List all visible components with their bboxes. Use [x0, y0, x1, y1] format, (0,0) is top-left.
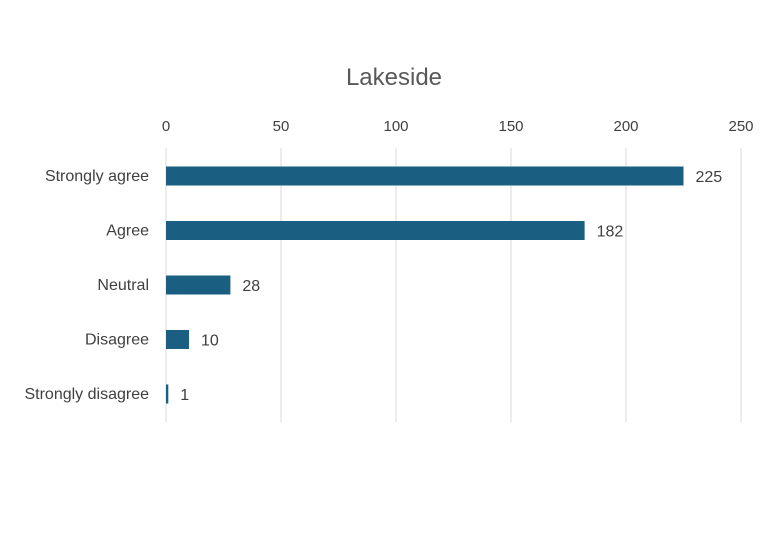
- x-tick-label: 0: [162, 118, 170, 135]
- bar: [166, 221, 585, 240]
- data-label: 225: [696, 169, 723, 186]
- category-label: Strongly agree: [45, 168, 149, 185]
- x-axis-ticks: 0 50 100 150 200 250: [162, 118, 754, 135]
- data-label: 182: [597, 224, 624, 241]
- data-label: 28: [242, 278, 260, 295]
- data-label: 1: [180, 387, 189, 404]
- category-labels: Strongly agree Agree Neutral Disagree Strong…: [24, 168, 149, 403]
- data-label: 10: [201, 333, 219, 350]
- x-tick-label: 250: [728, 118, 753, 135]
- bars: [166, 166, 684, 404]
- x-tick-label: 150: [498, 118, 523, 135]
- bar: [166, 166, 684, 186]
- category-label: Disagree: [85, 332, 149, 349]
- bar: [166, 330, 189, 349]
- gridlines: [165, 148, 742, 422]
- chart-title: Lakeside: [345, 64, 443, 91]
- category-label: Neutral: [97, 277, 149, 294]
- bar: [166, 275, 231, 295]
- x-tick-label: 100: [383, 118, 408, 135]
- data-labels: 225 182 28 10 1: [180, 169, 722, 404]
- category-label: Agree: [106, 223, 149, 240]
- x-tick-label: 50: [273, 118, 290, 135]
- bar: [166, 384, 169, 404]
- category-label: Strongly disagree: [24, 386, 149, 403]
- x-tick-label: 200: [613, 118, 638, 135]
